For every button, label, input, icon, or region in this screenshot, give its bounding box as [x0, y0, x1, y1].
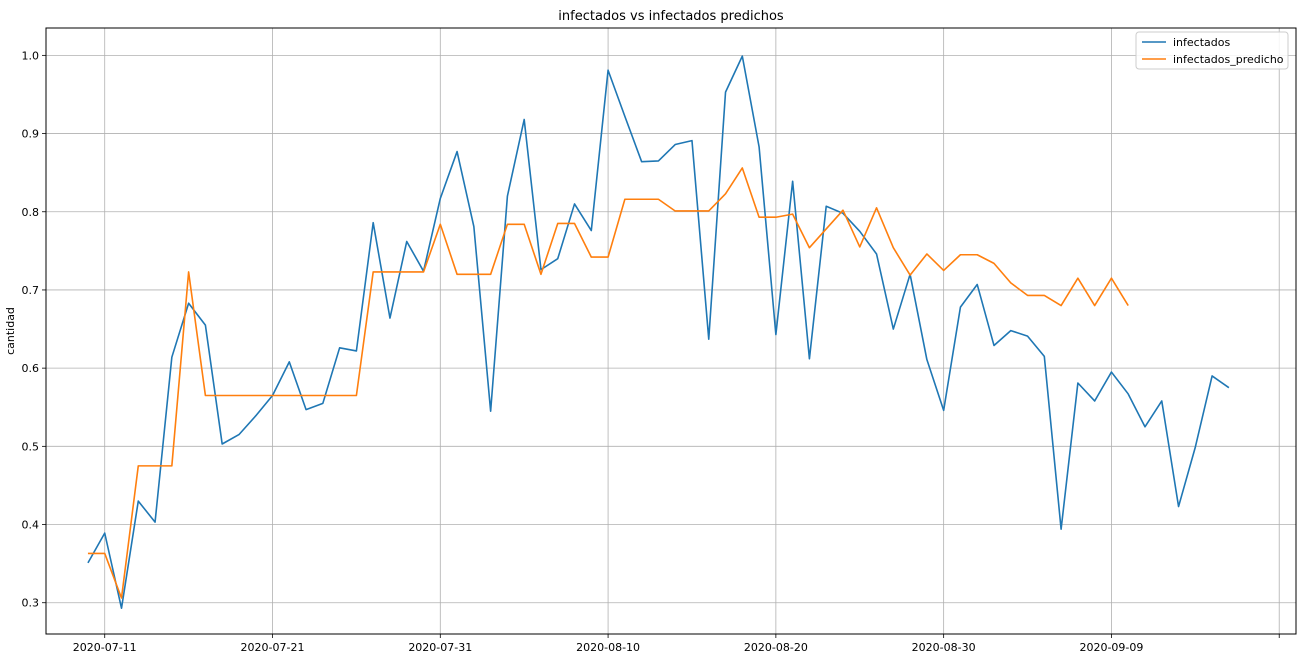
- legend: infectados infectados_predicho: [1135, 31, 1289, 70]
- x-tick-label: 2020-07-21: [241, 641, 305, 654]
- series-line-infectados: [87, 55, 1230, 610]
- chart-title: infectados vs infectados predichos: [558, 9, 784, 24]
- y-tick-label: 0.8: [22, 206, 40, 219]
- legend-label: infectados: [1173, 36, 1230, 49]
- y-tick-label: 0.3: [22, 597, 40, 610]
- series-lines: [87, 55, 1230, 610]
- x-tick-label: 2020-08-10: [576, 641, 640, 654]
- x-tick-label: 2020-08-20: [744, 641, 808, 654]
- x-tick-label: 2020-07-31: [408, 641, 472, 654]
- y-tick-label: 0.6: [22, 362, 40, 375]
- y-tick-label: 0.7: [22, 284, 40, 297]
- axis-ticks: 0.3 0.4 0.5 0.6 0.7 0.8 0.9 1.0 2020-07-11 2020-0…: [22, 49, 1280, 654]
- x-tick-label: 2020-09-09: [1079, 641, 1143, 654]
- y-tick-label: 0.4: [22, 519, 40, 532]
- series-line-infectados-predicho: [87, 167, 1129, 599]
- y-axis-label: cantidad: [4, 307, 17, 355]
- x-tick-label: 2020-07-11: [73, 641, 137, 654]
- x-tick-label: 2020-08-30: [912, 641, 976, 654]
- y-tick-label: 1.0: [22, 49, 40, 62]
- y-tick-label: 0.5: [22, 440, 40, 453]
- legend-label: infectados_predicho: [1173, 53, 1284, 66]
- y-tick-label: 0.9: [22, 128, 40, 141]
- plot-frame: [45, 27, 1297, 635]
- grid: [46, 28, 1296, 634]
- legend-box: [1135, 31, 1289, 70]
